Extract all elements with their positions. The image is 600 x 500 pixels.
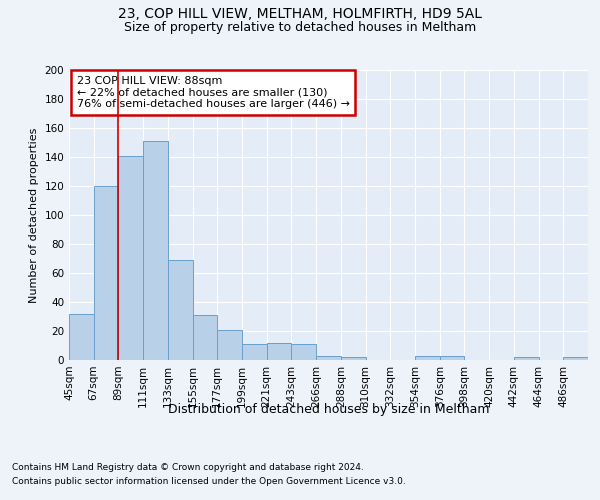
Text: Distribution of detached houses by size in Meltham: Distribution of detached houses by size …	[168, 402, 490, 415]
Bar	[341, 357, 365, 360]
Bar	[168, 260, 193, 360]
Bar	[94, 186, 118, 360]
Bar	[193, 315, 217, 360]
Text: Contains public sector information licensed under the Open Government Licence v3: Contains public sector information licen…	[12, 477, 406, 486]
Text: 23, COP HILL VIEW, MELTHAM, HOLMFIRTH, HD9 5AL: 23, COP HILL VIEW, MELTHAM, HOLMFIRTH, H…	[118, 8, 482, 22]
Bar	[440, 356, 464, 360]
Bar	[514, 357, 539, 360]
Bar	[118, 156, 143, 360]
Bar	[267, 342, 292, 360]
Text: 23 COP HILL VIEW: 88sqm
← 22% of detached houses are smaller (130)
76% of semi-d: 23 COP HILL VIEW: 88sqm ← 22% of detache…	[77, 76, 350, 109]
Bar	[143, 141, 168, 360]
Bar	[563, 357, 588, 360]
Text: Contains HM Land Registry data © Crown copyright and database right 2024.: Contains HM Land Registry data © Crown c…	[12, 464, 364, 472]
Text: Size of property relative to detached houses in Meltham: Size of property relative to detached ho…	[124, 21, 476, 34]
Bar	[217, 330, 242, 360]
Bar	[292, 344, 316, 360]
Y-axis label: Number of detached properties: Number of detached properties	[29, 128, 39, 302]
Bar	[415, 356, 440, 360]
Bar	[242, 344, 267, 360]
Bar	[316, 356, 341, 360]
Bar	[69, 314, 94, 360]
